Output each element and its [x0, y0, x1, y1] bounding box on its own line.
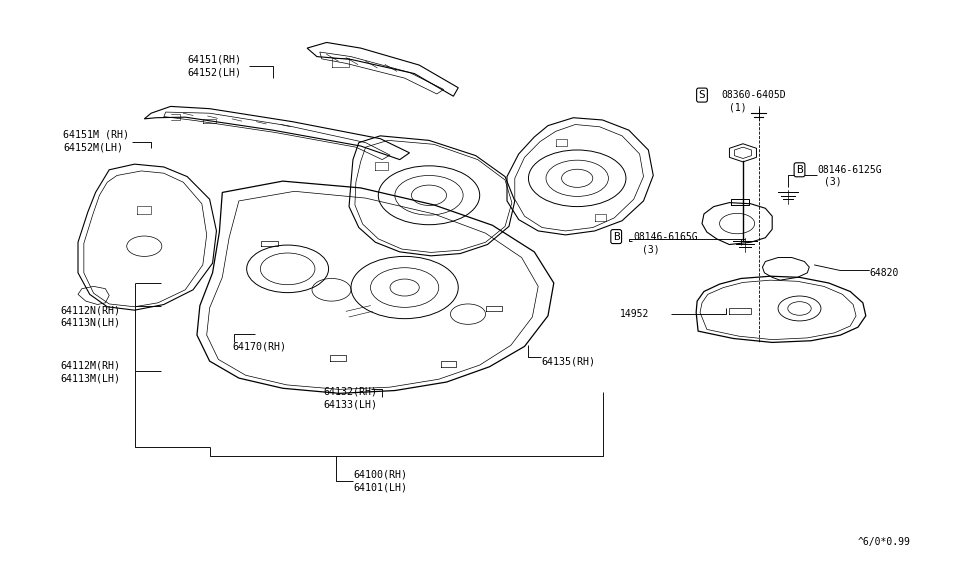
Text: 64100(RH): 64100(RH)	[353, 469, 407, 479]
Text: 64113M(LH): 64113M(LH)	[60, 373, 121, 383]
Text: 64151M (RH): 64151M (RH)	[63, 130, 130, 140]
Text: ^6/0*0.99: ^6/0*0.99	[858, 537, 911, 547]
Text: (3): (3)	[642, 244, 659, 254]
Text: 14952: 14952	[620, 309, 649, 319]
Text: 64132(RH): 64132(RH)	[324, 387, 377, 397]
Text: S: S	[699, 90, 705, 100]
Text: 64113N(LH): 64113N(LH)	[60, 318, 121, 328]
Text: 08360-6405D: 08360-6405D	[722, 90, 786, 100]
Text: 64112N(RH): 64112N(RH)	[60, 305, 121, 315]
Text: 64112M(RH): 64112M(RH)	[60, 360, 121, 370]
Text: 64133(LH): 64133(LH)	[324, 400, 377, 410]
Text: 64101(LH): 64101(LH)	[353, 483, 407, 493]
Text: 08146-6125G: 08146-6125G	[817, 165, 881, 175]
Text: (1): (1)	[729, 102, 747, 113]
Text: 08146-6165G: 08146-6165G	[634, 231, 698, 242]
Text: (3): (3)	[824, 176, 841, 186]
Text: B: B	[797, 165, 802, 175]
Text: 64151(RH): 64151(RH)	[187, 54, 241, 65]
Text: 64170(RH): 64170(RH)	[232, 341, 286, 351]
Text: B: B	[613, 231, 619, 242]
Text: 64152M(LH): 64152M(LH)	[63, 142, 124, 152]
Text: 64152(LH): 64152(LH)	[187, 67, 241, 78]
Text: 64820: 64820	[870, 268, 899, 278]
Text: 64135(RH): 64135(RH)	[541, 356, 595, 366]
